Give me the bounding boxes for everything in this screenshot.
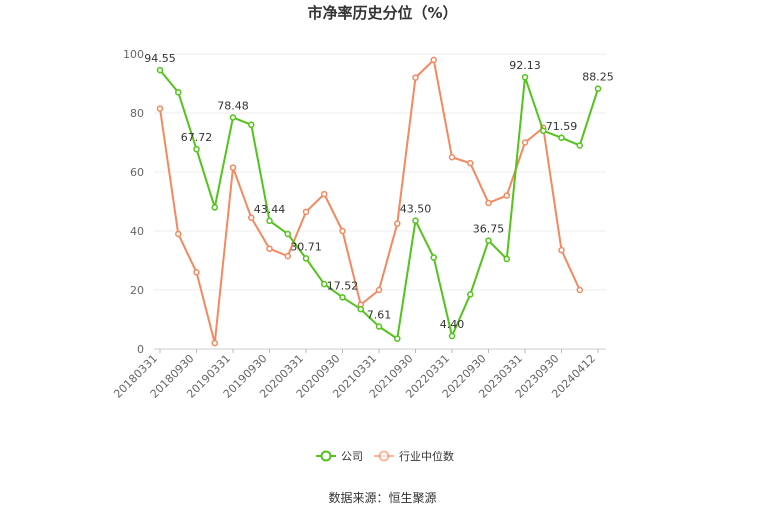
grid [154,53,606,350]
data-point [594,85,602,92]
legend-item-industry-median[interactable]: 行业中位数 [374,449,454,463]
chart-title: 市净率历史分位（%） [307,4,457,22]
data-point [211,204,218,211]
data-point [467,291,474,298]
data-point [357,305,364,313]
data-point [558,246,565,254]
data-point [412,74,419,81]
data-point [375,286,383,294]
legend[interactable]: 公司 行业中位数 [316,449,454,463]
data-point [156,105,164,112]
data-label: 67.72 [181,131,213,144]
data-point [412,217,419,224]
data-label: 30.71 [290,240,322,253]
data-point [302,255,310,262]
data-label: 94.55 [144,52,176,65]
data-point [394,220,401,227]
data-label: 92.13 [509,59,541,72]
data-point [503,192,510,199]
data-point [248,121,255,129]
data-point [394,335,401,342]
data-point [448,332,456,340]
data-label: 36.75 [473,223,505,236]
data-point [211,339,218,347]
series-line [159,58,581,345]
data-point [248,214,255,221]
data-point [558,134,565,142]
series-group: 94.55 67.72 78.48 43.44 30.71 17.52 7.61 43.50 4… [144,52,614,347]
data-point [321,190,328,198]
data-point [321,280,328,288]
data-label: 7.61 [367,309,392,322]
x-axis: 2018033120180930201903312019093020200331… [111,349,599,401]
legend-swatch-marker [320,450,332,462]
data-point [485,199,492,207]
y-tick-label: 0 [137,343,144,356]
legend-label: 公司 [341,450,363,463]
legend-label: 行业中位数 [399,449,454,463]
data-point [576,286,583,294]
data-label: 88.25 [582,71,614,84]
data-point [521,73,529,81]
data-label: 78.48 [217,99,249,112]
legend-item-company[interactable]: 公司 [316,450,363,463]
data-point [175,89,182,96]
y-tick-label: 60 [130,166,144,179]
data-label: 4.40 [440,318,465,331]
data-point [485,237,492,244]
y-axis: 0 20 40 60 80 100 [123,48,144,356]
data-point [576,142,583,149]
data-label: 71.59 [546,120,578,133]
data-label: 17.52 [327,279,359,292]
data-point [193,269,200,276]
data-point [430,254,437,261]
data-point [430,56,437,64]
data-point [229,164,237,171]
data-point [375,323,383,330]
series-company: 94.55 67.72 78.48 43.44 30.71 17.52 7.61 43.50 4… [144,52,614,342]
data-label: 43.50 [400,203,432,216]
data-point [339,294,346,301]
data-point [448,154,456,161]
data-point [521,139,529,146]
data-point [540,127,547,134]
data-point [266,245,273,252]
data-point [266,217,273,225]
data-point [175,230,182,238]
data-point [284,252,291,260]
data-point [193,145,200,153]
source-text: 数据来源：恒生聚源 [328,490,436,505]
legend-swatch-marker [378,450,390,462]
data-point [339,227,346,235]
data-point [284,230,291,238]
data-point [229,114,237,121]
data-point [302,208,310,216]
data-point [503,255,510,263]
y-tick-label: 20 [130,284,144,297]
data-point [467,159,474,167]
y-tick-label: 40 [130,225,144,238]
y-tick-label: 80 [130,107,144,120]
data-label: 43.44 [254,203,286,216]
data-point [156,66,164,74]
y-tick-label: 100 [123,48,144,61]
